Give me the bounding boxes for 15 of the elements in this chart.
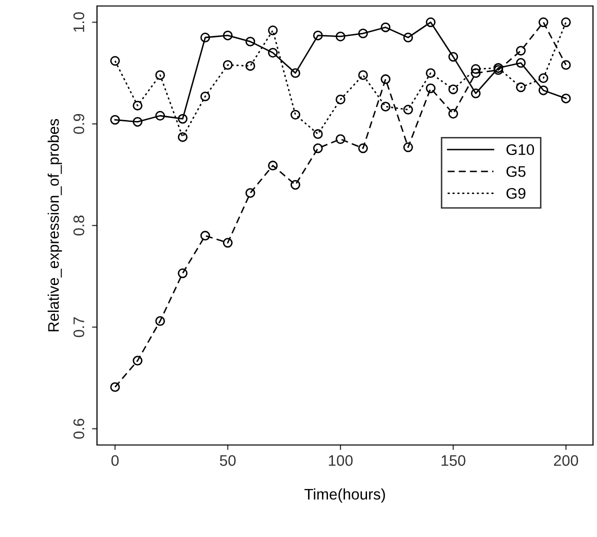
x-tick-label: 100: [328, 455, 353, 466]
legend-label: G5: [506, 166, 526, 177]
x-axis-title: Time(hours): [304, 488, 385, 503]
y-tick-label: 0.7: [73, 317, 84, 338]
y-tick-label: 0.9: [73, 114, 84, 134]
legend-label: G9: [506, 188, 526, 199]
x-tick-label: 200: [554, 455, 578, 466]
y-tick-label: 0.6: [73, 418, 84, 439]
x-tick-label: 0: [111, 455, 119, 466]
x-tick-label: 150: [442, 455, 466, 466]
legend-label: G10: [506, 144, 534, 156]
y-tick-label: 1.0: [73, 12, 84, 32]
y-axis-title: Relative_expression_of_probes: [48, 119, 62, 332]
y-tick-label: 0.8: [73, 216, 84, 236]
x-tick-label: 50: [220, 455, 236, 466]
